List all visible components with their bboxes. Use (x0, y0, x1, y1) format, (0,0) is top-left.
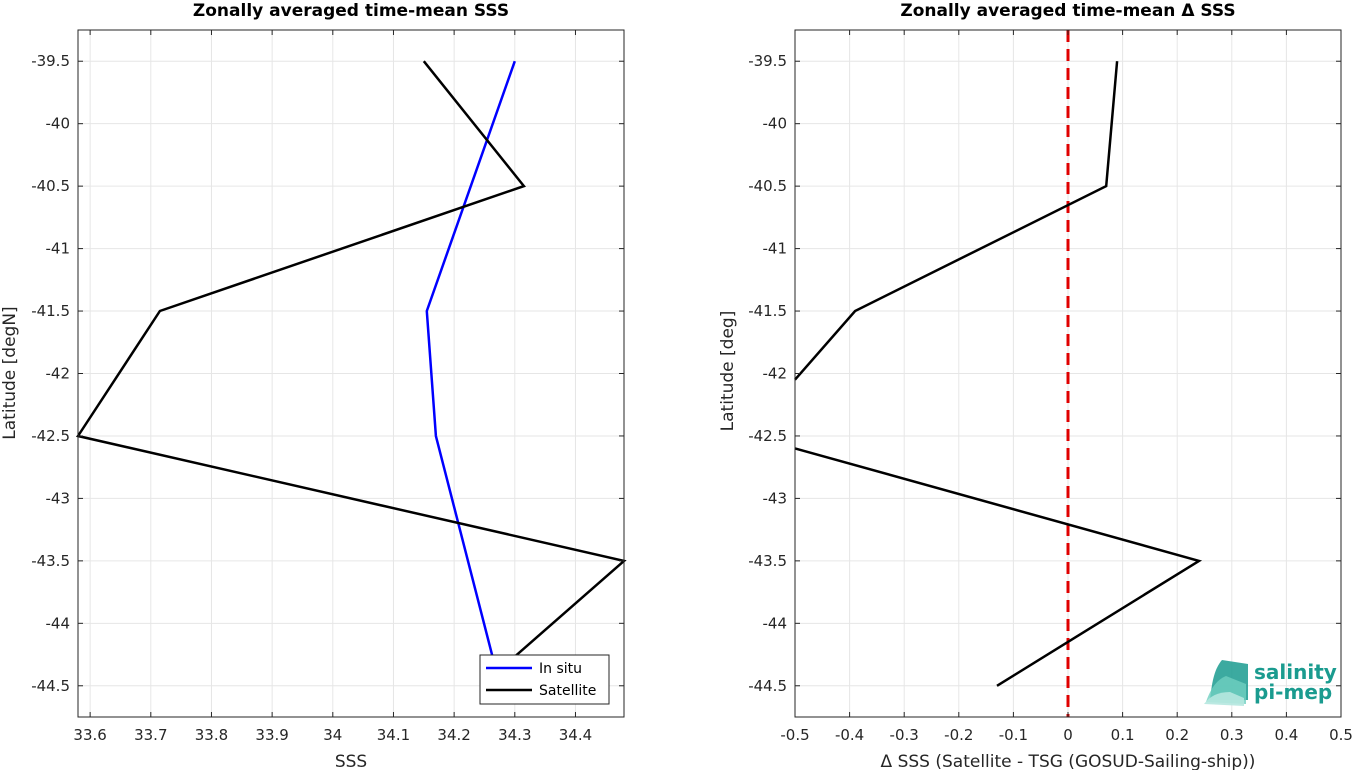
x-tick-label: 34.1 (377, 726, 410, 744)
logo-text-salinity: salinity (1254, 660, 1337, 684)
x-tick-label: 34.4 (559, 726, 592, 744)
sss-title: Zonally averaged time-mean SSS (193, 1, 509, 21)
delta-series (794, 61, 1203, 687)
x-tick-label: 34.2 (437, 726, 470, 744)
y-tick-label: -40.5 (748, 177, 787, 195)
x-tick-label: -0.4 (835, 726, 864, 744)
sss-x-label: SSS (335, 752, 367, 770)
x-tick-label: 0.5 (1329, 726, 1353, 744)
series-line-delta-segment-2 (794, 447, 1203, 687)
legend-label-in-situ: In situ (539, 661, 582, 677)
series-line-satellite (75, 60, 627, 687)
x-tick-label: 0.4 (1274, 726, 1298, 744)
y-tick-label: -40 (763, 115, 788, 133)
x-tick-label: 0.1 (1111, 726, 1135, 744)
sss-panel: 33.6 33.7 33.8 33.9 34 34.1 34.2 34.3 34.4 -39.5… (0, 1, 627, 770)
legend-label-satellite: Satellite (539, 683, 596, 699)
y-tick-label: -44.5 (31, 677, 70, 695)
y-tick-label: -43 (763, 489, 788, 507)
logo-text-pi-mep: pi-mep (1254, 680, 1332, 704)
x-tick-label: 33.8 (195, 726, 228, 744)
x-tick-label: -0.2 (944, 726, 973, 744)
legend-box (479, 654, 610, 705)
delta-y-label: Latitude [deg] (718, 311, 738, 432)
x-tick-label: -0.1 (999, 726, 1028, 744)
y-tick-label: -41 (46, 240, 71, 258)
y-tick-label: -42.5 (748, 427, 787, 445)
y-tick-label: -43.5 (31, 552, 70, 570)
sss-series (75, 60, 627, 687)
y-tick-label: -43.5 (748, 552, 787, 570)
sss-legend: In situ Satellite (479, 654, 610, 705)
delta-x-label: Δ SSS (Satellite - TSG (GOSUD-Sailing-sh… (881, 752, 1256, 770)
y-tick-label: -40 (46, 115, 71, 133)
x-tick-label: 33.9 (255, 726, 288, 744)
x-tick-label: 33.6 (73, 726, 106, 744)
y-tick-label: -41 (763, 240, 788, 258)
series-line-delta-segment-1 (794, 61, 1119, 381)
y-tick-label: -39.5 (748, 52, 787, 70)
y-tick-label: -42 (46, 365, 71, 383)
sss-x-ticks: 33.6 33.7 33.8 33.9 34 34.1 34.2 34.3 34.4 (73, 30, 592, 744)
salinity-pi-mep-logo: salinity pi-mep (1204, 660, 1337, 706)
x-tick-label: 34.3 (498, 726, 531, 744)
delta-sss-panel: -0.5 -0.4 -0.3 -0.2 -0.1 0 0.1 0.2 0.3 0.4 0.5 -39… (718, 1, 1353, 770)
y-tick-label: -44 (763, 614, 788, 632)
delta-y-ticks: -39.5 -40 -40.5 -41 -41.5 -42 -42.5 -43 -43.5 -44… (748, 52, 1341, 695)
x-tick-label: 0.3 (1220, 726, 1244, 744)
x-tick-label: 33.7 (134, 726, 167, 744)
series-line-in-situ (425, 60, 516, 662)
y-tick-label: -44 (46, 614, 71, 632)
x-tick-label: 0.2 (1165, 726, 1189, 744)
y-tick-label: -41.5 (748, 302, 787, 320)
y-tick-label: -42 (763, 365, 788, 383)
y-tick-label: -44.5 (748, 677, 787, 695)
delta-title: Zonally averaged time-mean Δ SSS (900, 1, 1235, 21)
x-tick-label: -0.3 (890, 726, 919, 744)
delta-x-ticks: -0.5 -0.4 -0.3 -0.2 -0.1 0 0.1 0.2 0.3 0.4 0.5 (780, 30, 1353, 744)
y-tick-label: -41.5 (31, 302, 70, 320)
x-tick-label: -0.5 (780, 726, 809, 744)
x-tick-label: 34 (323, 726, 342, 744)
x-tick-label: 0 (1063, 726, 1073, 744)
y-tick-label: -40.5 (31, 177, 70, 195)
sss-y-label: Latitude [degN] (0, 306, 20, 439)
sss-y-ticks: -39.5 -40 -40.5 -41 -41.5 -42 -42.5 -43 -43.5 -44… (31, 52, 624, 695)
logo-wave-icon (1204, 660, 1248, 706)
y-tick-label: -42.5 (31, 427, 70, 445)
y-tick-label: -43 (46, 489, 71, 507)
y-tick-label: -39.5 (31, 52, 70, 70)
